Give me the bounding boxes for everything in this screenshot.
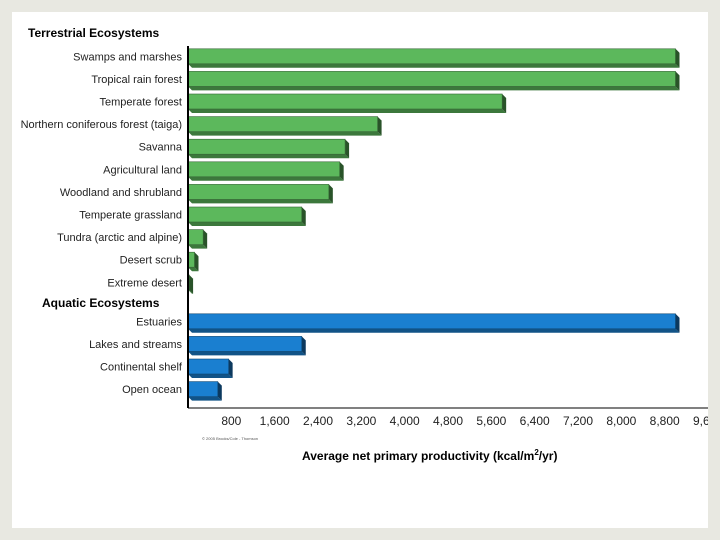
category-label: Temperate grassland: [79, 210, 182, 222]
bar: [187, 206, 303, 223]
bar-side-face: [301, 336, 306, 356]
bar-bottom-face: [188, 374, 233, 378]
bar-bottom-face: [188, 222, 306, 226]
bar-side-face: [675, 313, 680, 333]
category-label: Desert scrub: [120, 255, 182, 267]
x-tick-label: 2,400: [303, 414, 333, 428]
bar-side-face: [675, 48, 680, 68]
aquatic-group-title: Aquatic Ecosystems: [42, 296, 160, 310]
category-label: Agricultural land: [103, 164, 182, 176]
x-tick-label: 9,600: [693, 414, 708, 428]
x-tick-label: 1,600: [260, 414, 290, 428]
bar-side-face: [345, 139, 350, 159]
x-tick-label: 8,800: [650, 414, 680, 428]
bar: [187, 229, 204, 245]
bar: [187, 184, 330, 200]
bar-bottom-face: [188, 351, 306, 356]
bar-bottom-face: [188, 109, 507, 113]
x-axis-label-main: Average net primary productivity (kcal/m: [302, 449, 535, 463]
bar-side-face: [377, 116, 382, 136]
bar-bottom-face: [188, 289, 194, 294]
bar-side-face: [194, 252, 199, 272]
category-label: Estuaries: [136, 316, 182, 328]
bar: [187, 93, 503, 110]
terrestrial-group-title: Terrestrial Ecosystems: [28, 26, 160, 40]
bar: [187, 313, 676, 330]
bar: [187, 358, 229, 375]
bar-bottom-face: [188, 244, 208, 249]
bar-bottom-face: [188, 199, 333, 204]
bar: [187, 138, 346, 155]
x-tick-label: 4,000: [390, 414, 420, 428]
category-label: Tundra (arctic and alpine): [57, 232, 182, 244]
x-tick-label: 6,400: [520, 414, 550, 428]
category-label: Continental shelf: [100, 362, 183, 374]
x-tick-label: 7,200: [563, 414, 593, 428]
bar-side-face: [675, 71, 680, 91]
category-label: Swamps and marshes: [73, 51, 182, 63]
x-axis-label-sup: 2: [534, 448, 539, 457]
x-tick-label: 8,000: [606, 414, 636, 428]
category-label: Woodland and shrubland: [60, 187, 182, 199]
category-label: Tropical rain forest: [91, 74, 182, 86]
category-label: Extreme desert: [107, 277, 182, 289]
productivity-bar-chart: Swamps and marshes Tropical rain forest Te…: [21, 46, 708, 428]
category-label: Temperate forest: [99, 97, 182, 109]
bar: [187, 336, 303, 352]
bar: [187, 48, 676, 65]
bar-side-face: [203, 229, 208, 249]
category-label: Open ocean: [122, 384, 182, 396]
bar-bottom-face: [188, 328, 680, 333]
bar-side-face: [339, 161, 344, 181]
bar: [187, 71, 676, 87]
x-axis-label: Average net primary productivity (kcal/m…: [302, 448, 557, 463]
bar-bottom-face: [188, 396, 222, 401]
x-tick-label: 5,600: [476, 414, 506, 428]
bar-side-face: [301, 207, 306, 226]
bar-bottom-face: [188, 86, 680, 91]
chart-panel: Swamps and marshes Tropical rain forest Te…: [12, 12, 708, 528]
x-tick-label: 3,200: [346, 414, 376, 428]
bar-bottom-face: [188, 267, 199, 272]
bar-side-face: [328, 184, 333, 204]
bar-bottom-face: [188, 154, 350, 159]
bar-bottom-face: [188, 176, 344, 181]
x-tick-label: 800: [221, 414, 241, 428]
bar-side-face: [217, 381, 222, 401]
bar: [187, 381, 219, 397]
bar: [187, 161, 340, 178]
bar-bottom-face: [188, 63, 680, 68]
x-tick-label: 4,800: [433, 414, 463, 428]
bar-side-face: [502, 94, 507, 113]
copyright-note: © 2005 Brooks/Cole - Thomson: [202, 436, 259, 441]
bar-bottom-face: [188, 131, 382, 136]
category-label: Savanna: [139, 142, 183, 154]
bar: [187, 116, 378, 132]
x-axis-label-end: /yr): [538, 449, 558, 463]
category-label: Northern coniferous forest (taiga): [21, 119, 182, 131]
bar-side-face: [189, 274, 194, 294]
category-label: Lakes and streams: [89, 339, 182, 351]
bar-side-face: [228, 359, 233, 378]
